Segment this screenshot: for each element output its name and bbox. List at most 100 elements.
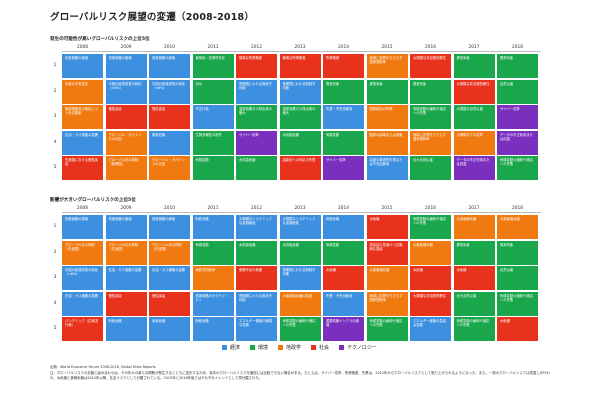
year-label: 2013 (294, 45, 306, 50)
risk-cell: 感染症の急速かつ広範囲な蔓延 (366, 240, 408, 265)
risk-cell: 慢性疾患 (105, 291, 147, 316)
risk-cell: 極端な所得格差 (236, 54, 277, 78)
risk-cell: 石油・ガス価格の急騰 (62, 291, 103, 316)
risk-cell: 巨大自然災害 (410, 156, 451, 180)
risk-cell: 温室効果ガス排出量の増大 (279, 105, 321, 129)
risk-cell: 暴風雨・熱帯低気圧 (192, 54, 234, 78)
risk-cell: グローバル・ガバナンスの欠如 (105, 130, 147, 155)
legend-label: 経済 (230, 345, 241, 351)
risk-cell: 異常気象 (410, 79, 451, 104)
rank-label: 4 (53, 300, 57, 306)
risk-cell: 失業・不完全雇用 (323, 105, 364, 129)
risk-cell: 水危機 (323, 266, 364, 290)
year-label: 2010 (164, 206, 175, 211)
year-label: 2012 (251, 45, 262, 50)
risk-cell: グローバル化の抑制（先進国） (62, 240, 103, 265)
risk-cell: 異常気象 (497, 240, 538, 265)
risk-cell: 極端な所得格差 (279, 54, 321, 78)
risk-cell: グローバル化の抑制（先進国） (149, 240, 190, 265)
risk-cell: 重要情報インフラの崩壊 (323, 317, 364, 341)
risk-cell: 異常気象 (366, 79, 408, 104)
year-label: 2009 (120, 206, 132, 211)
risk-cell: 異常気象 (453, 54, 495, 78)
risk-cell: 長期間にわたる財政不均衡 (236, 79, 277, 104)
risk-cell: 中国の経済成長の鈍化（<6%） (105, 79, 147, 104)
risk-cell: 長期間にわたる財政不均衡 (279, 266, 321, 290)
risk-cell: 財政危機 (149, 317, 190, 341)
risk-cell: 先進国における慢性疾患 (62, 156, 103, 180)
risk-cell: 地域に影響をもたらす国家間紛争 (410, 130, 451, 155)
risk-cell: エネルギー価格の急激な変動 (410, 317, 451, 341)
rank-label: 2 (53, 249, 57, 255)
legend-label: 社会 (319, 345, 330, 351)
year-label: 2010 (164, 45, 175, 50)
risk-cell: 気候変動 (323, 240, 364, 265)
risk-cell: 気候変動 (192, 156, 234, 180)
year-label: 2018 (512, 206, 523, 211)
risk-cell: 水危機 (453, 266, 495, 290)
risk-cell: 失業・不完全雇用 (323, 291, 364, 316)
risk-cell: データの不正利用または窃盗 (453, 156, 495, 180)
legend-label: テクノロジー (347, 345, 377, 351)
risk-cell: 洪水 (192, 79, 234, 104)
risk-cell: 大規模なシステミックな金融破綻 (279, 215, 321, 239)
risk-cell: 食糧不足の危機 (236, 266, 277, 290)
risk-cell: 異常気象 (453, 240, 495, 265)
risk-cell: 破綻国家及び破綻しつつある国家 (62, 105, 103, 129)
risk-cell: 気候変動の緩和や適応への失敗 (497, 156, 538, 180)
legend-item: 地政学 (278, 344, 301, 351)
risk-cell: 財政危機 (192, 215, 234, 239)
risk-cell: 気候変動 (323, 130, 364, 155)
risk-cell: 自然災害 (497, 79, 538, 104)
risk-cell: 異常気象 (323, 79, 364, 104)
rank-label: 2 (53, 88, 57, 94)
risk-cell: 高齢化への対応の失敗 (279, 156, 321, 180)
year-divider (62, 51, 541, 52)
risk-cell: 大量破壊兵器の拡散 (279, 291, 321, 316)
risk-cell: 所得格差 (323, 54, 364, 78)
legend-label: 地政学 (286, 345, 302, 351)
risk-cell: 慢性疾患 (149, 291, 190, 316)
source-note: 出典：World Economic Forum 2008-2018, Globa… (50, 365, 156, 369)
legend-item: 経済 (222, 344, 240, 351)
risk-cell: 中国の経済成長の鈍化（<6%） (62, 266, 103, 290)
legend-label: 環境 (258, 345, 269, 351)
year-label: 2017 (468, 206, 480, 211)
year-label: 2008 (77, 206, 88, 211)
risk-cell: 石油・ガス価格の急騰 (105, 266, 147, 290)
risk-cell: 大規模な自然災害 (453, 105, 495, 129)
risk-cell: 大規模な非自発的移住 (410, 54, 451, 78)
risk-cell: 水供給危機 (236, 240, 277, 265)
section-title: 影響が大きいグローバルリスクの上位5位 (50, 198, 136, 203)
risk-cell: 資産価格の崩壊 (62, 54, 103, 78)
risk-cell: 慢性疾患 (149, 105, 190, 129)
legend-item: 社会 (311, 344, 329, 351)
risk-cell: データの不正利用または窃盗 (497, 130, 538, 155)
rank-label: 3 (53, 114, 57, 119)
year-label: 2011 (207, 206, 219, 211)
risk-cell: グローバル化の抑制（新興国） (105, 156, 147, 180)
risk-cell: 異常気象 (497, 54, 538, 78)
risk-cell: パンデミック（広域流行病） (62, 317, 103, 341)
legend-swatch (222, 345, 227, 350)
notes: 出典：World Economic Forum 2008-2018, Globa… (50, 365, 550, 382)
risk-cell: 大量破壊兵器 (410, 240, 451, 265)
risk-cell: エネルギー価格の極端な変動 (236, 317, 277, 341)
risk-cell: 温室効果ガス排出量の増大 (236, 105, 277, 129)
risk-cell: 財政危機 (192, 317, 234, 341)
risk-cell: 資源価格のボラティリティ (192, 291, 234, 316)
legend-swatch (339, 345, 345, 350)
risk-cell: 気候変動の緩和や適応への失敗 (410, 215, 451, 239)
risk-cell: グローバル化の抑制（先進国） (105, 240, 147, 265)
risk-cell: 不正行為 (192, 105, 234, 129)
risk-cell: 資産価格の崩壊 (105, 54, 147, 78)
risk-cell: 大規模な非自発的移住 (453, 79, 495, 104)
risk-cell: サイバー攻撃 (236, 130, 277, 155)
legend-item: 環境 (250, 344, 268, 351)
risk-cell: 長期間にわたる財政不均衡 (236, 291, 277, 316)
legend-swatch (311, 345, 317, 350)
risk-cell: 大規模なシステミックな金融破綻 (236, 215, 277, 239)
page-title: グローバルリスク展望の変遷（2008-2018） (50, 12, 255, 23)
risk-cell: 石油・ガス価格の急騰 (62, 130, 103, 155)
risk-cell: 大量破壊兵器 (366, 266, 408, 290)
